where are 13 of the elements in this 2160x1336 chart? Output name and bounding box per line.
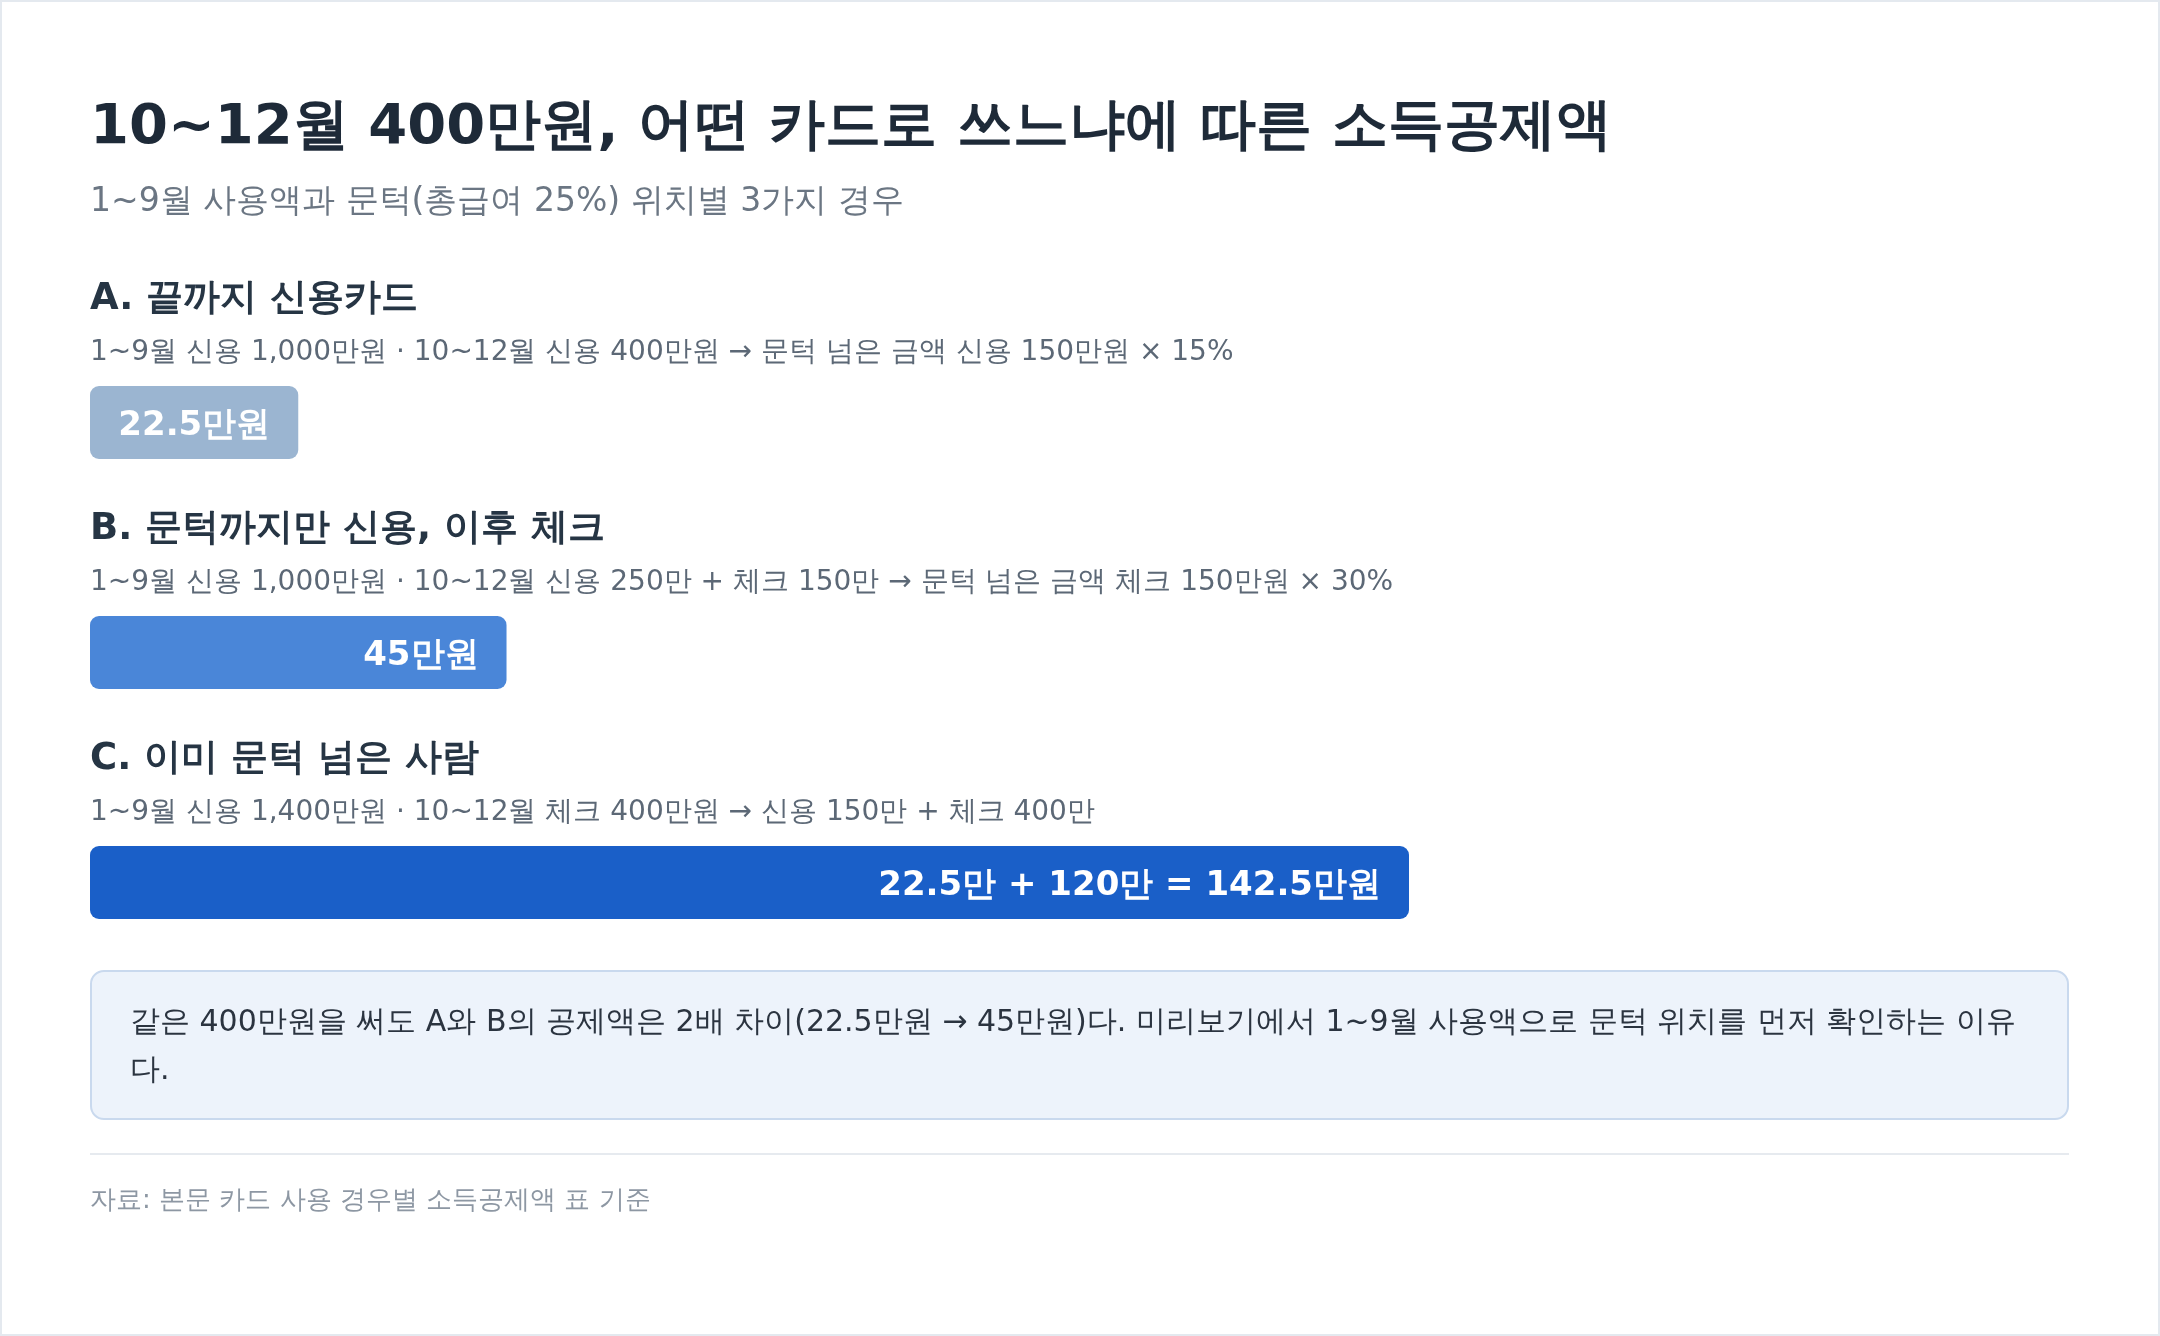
y-tick-label: C. 이미 문턱 넘은 사람 (90, 735, 479, 778)
y-tick-label: B. 문턱까지만 신용, 이후 체크 (90, 505, 605, 548)
y-tick-label: A. 끝까지 신용카드 (90, 275, 419, 318)
data-label: 45만원 (363, 632, 479, 673)
text: 같은 400만원을 써도 A와 B의 공제액은 2배 차이(22.5만원 → 45만원)다. 미리보기에서 1~9월 사용액으로 문턱 위치를 먼저 확인하는 이유다. (90, 970, 2069, 1120)
data-label: 22.5만 + 120만 = 142.5만원 (878, 862, 1381, 903)
chart-title: 10~12월 400만원, 어떤 카드로 쓰느냐에 따른 소득공제액 (90, 91, 1612, 156)
annotation: 1~9월 신용 1,000만원 · 10~12월 신용 250만 + 체크 150만 → 문턱 넘은 금액 체크 150만원 × 30% (90, 564, 1394, 597)
text: 자료: 본문 카드 사용 경우별 소득공제액 표 기준 (90, 1184, 651, 1214)
annotation: 1~9월 신용 1,000만원 · 10~12월 신용 400만원 → 문턱 넘은 금액 신용 150만원 × 15% (90, 334, 1234, 367)
annotation: 1~9월 신용 1,400만원 · 10~12월 체크 400만원 → 신용 150만 + 체크 400만 (90, 794, 1095, 827)
data-label: 22.5만원 (118, 402, 271, 443)
chart-subtitle: 1~9월 사용액과 문턱(총급여 25%) 위치별 3가지 경우 (90, 180, 904, 219)
